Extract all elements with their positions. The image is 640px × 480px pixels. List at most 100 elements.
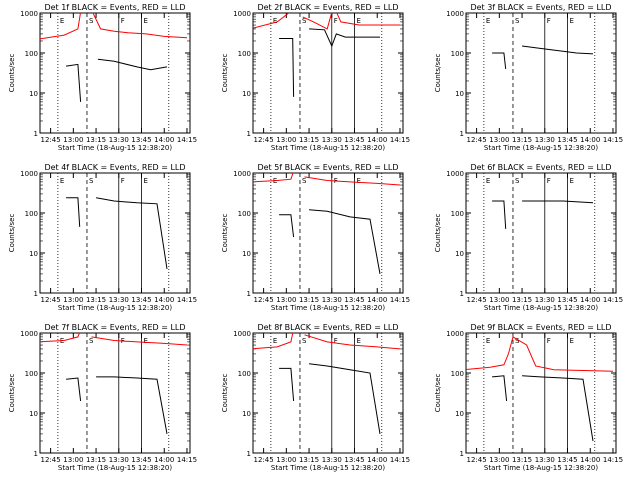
events-series-line [66, 63, 82, 102]
marker-label: S [515, 17, 520, 25]
marker-label: F [547, 17, 551, 25]
ytick-label: 1 [34, 290, 38, 298]
ytick-label: 1 [247, 290, 251, 298]
lld-series-line [40, 13, 81, 40]
marker-label: E [60, 177, 64, 185]
marker-label: S [302, 177, 307, 185]
xtick-label: 12:45 [467, 136, 487, 144]
xtick-label: 14:15 [603, 136, 623, 144]
plot-frame [465, 172, 617, 294]
marker-label: S [89, 17, 94, 25]
xtick-label: 12:45 [254, 136, 274, 144]
xtick-label: 14:15 [603, 296, 623, 304]
ytick-label: 10 [455, 250, 464, 258]
ytick-label: 10 [242, 250, 251, 258]
ytick-label: 1000 [233, 170, 251, 178]
lld-series-line [304, 176, 401, 186]
events-series-line [66, 197, 81, 227]
xtick-label: 14:00 [580, 296, 600, 304]
marker-label: E [486, 337, 490, 345]
lld-series-line [302, 13, 400, 30]
x-axis-label: Start Time (18-Aug-15 12:38:20) [271, 304, 385, 312]
ytick-label: 1000 [20, 330, 38, 338]
xtick-label: 13:45 [131, 296, 151, 304]
lld-series-line [466, 336, 614, 372]
xtick-label: 13:00 [489, 296, 509, 304]
marker-label: E [570, 17, 574, 25]
xtick-label: 14:15 [390, 456, 410, 464]
panel-title: Det 7f BLACK = Events, RED = LLD [44, 323, 185, 332]
xtick-label: 13:30 [109, 296, 129, 304]
y-axis-label: Counts/sec [434, 214, 442, 253]
ytick-label: 100 [238, 50, 251, 58]
ytick-label: 1000 [20, 10, 38, 18]
marker-label: E [357, 17, 361, 25]
ytick-label: 100 [25, 50, 38, 58]
marker-label: F [547, 177, 551, 185]
marker-label: F [121, 177, 125, 185]
xtick-label: 13:15 [512, 136, 532, 144]
y-axis-label: Counts/sec [8, 54, 16, 93]
xtick-label: 12:45 [254, 456, 274, 464]
xtick-label: 12:45 [41, 296, 61, 304]
xtick-label: 13:45 [344, 136, 364, 144]
x-axis-label: Start Time (18-Aug-15 12:38:20) [484, 304, 598, 312]
xtick-label: 14:00 [154, 136, 174, 144]
xtick-label: 12:45 [41, 136, 61, 144]
marker-label: E [273, 337, 277, 345]
xtick-label: 13:45 [557, 136, 577, 144]
panel-title: Det 5f BLACK = Events, RED = LLD [257, 163, 398, 172]
lld-series-line [304, 334, 401, 350]
marker-label: E [144, 337, 148, 345]
x-axis-label: Start Time (18-Aug-15 12:38:20) [271, 464, 385, 472]
lld-series-line [253, 173, 294, 183]
xtick-label: 13:15 [512, 456, 532, 464]
events-series-line [97, 58, 168, 71]
xtick-label: 13:45 [344, 296, 364, 304]
marker-label: F [121, 17, 125, 25]
ytick-label: 100 [25, 370, 38, 378]
xtick-label: 13:30 [322, 136, 342, 144]
panel-det-2: Det 2f BLACK = Events, RED = LLD 1 10 100 10… [221, 3, 410, 152]
ytick-label: 100 [238, 370, 251, 378]
panel-title: Det 4f BLACK = Events, RED = LLD [44, 163, 185, 172]
panel-det-9: Det 9f BLACK = Events, RED = LLD 1 10 100 10… [434, 323, 623, 472]
events-series-line [279, 214, 295, 238]
xtick-label: 12:45 [467, 456, 487, 464]
xtick-label: 13:15 [299, 456, 319, 464]
xtick-label: 13:30 [109, 136, 129, 144]
ytick-label: 10 [29, 250, 38, 258]
xtick-label: 13:30 [322, 456, 342, 464]
xtick-label: 13:30 [535, 296, 555, 304]
xtick-label: 13:45 [131, 136, 151, 144]
xtick-label: 13:30 [109, 456, 129, 464]
xtick-label: 14:00 [367, 136, 387, 144]
xtick-label: 13:15 [86, 296, 106, 304]
xtick-label: 13:15 [299, 296, 319, 304]
xtick-label: 14:15 [390, 296, 410, 304]
xtick-label: 13:15 [299, 136, 319, 144]
y-axis-label: Counts/sec [8, 214, 16, 253]
marker-label: S [302, 17, 307, 25]
ytick-label: 1000 [446, 10, 464, 18]
events-series-line [522, 45, 594, 55]
xtick-label: 13:00 [63, 136, 83, 144]
y-axis-label: Counts/sec [8, 374, 16, 413]
x-axis-label: Start Time (18-Aug-15 12:38:20) [271, 144, 385, 152]
panel-det-3: Det 3f BLACK = Events, RED = LLD 1 10 100 10… [434, 3, 623, 152]
panel-title: Det 3f BLACK = Events, RED = LLD [470, 3, 611, 12]
marker-label: E [570, 177, 574, 185]
ytick-label: 10 [455, 90, 464, 98]
marker-label: S [302, 337, 307, 345]
xtick-label: 12:45 [41, 456, 61, 464]
x-axis-label: Start Time (18-Aug-15 12:38:20) [484, 464, 598, 472]
lld-series-line [91, 336, 188, 346]
xtick-label: 12:45 [467, 296, 487, 304]
ytick-label: 1 [460, 450, 464, 458]
events-series-line [309, 209, 381, 274]
events-series-line [66, 377, 82, 402]
marker-label: S [89, 337, 94, 345]
xtick-label: 14:00 [367, 296, 387, 304]
ytick-label: 10 [242, 90, 251, 98]
